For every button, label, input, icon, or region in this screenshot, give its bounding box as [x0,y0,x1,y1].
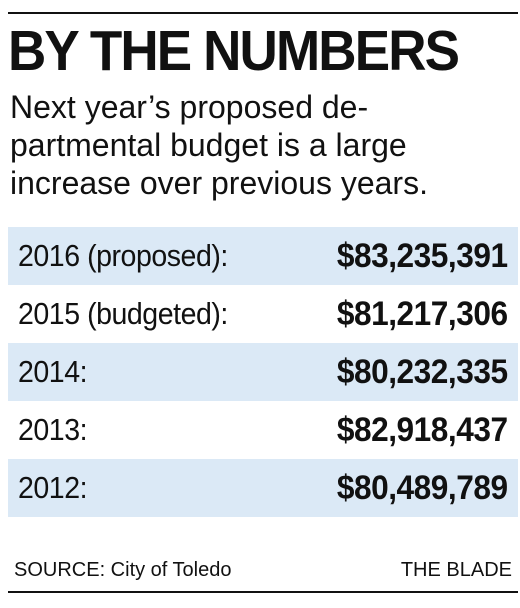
table-row-2014: 2014: $80,232,335 [8,343,518,401]
table-row-2013: 2013: $82,918,437 [8,401,518,459]
publication-credit: THE BLADE [400,559,512,581]
row-label: 2013: [18,412,88,447]
budget-table: 2016 (proposed): $83,235,391 2015 (budge… [8,227,518,517]
table-row-2015: 2015 (budgeted): $81,217,306 [8,285,518,343]
row-label: 2016 (proposed): [18,238,228,273]
subtitle: Next year’s proposed de- partmental budg… [10,89,428,201]
row-value: $80,489,789 [337,468,508,507]
row-value: $81,217,306 [337,294,508,333]
row-label: 2012: [18,470,88,505]
top-rule [8,12,518,14]
table-row-2016: 2016 (proposed): $83,235,391 [8,227,518,285]
headline: BY THE NUMBERS [8,19,460,83]
row-label: 2015 (budgeted): [18,296,228,331]
row-value: $82,918,437 [337,410,508,449]
table-row-2012: 2012: $80,489,789 [8,459,518,517]
row-value: $83,235,391 [337,236,508,275]
row-value: $80,232,335 [337,352,508,391]
source-credit: SOURCE: City of Toledo [14,559,232,581]
footer: SOURCE: City of Toledo THE BLADE [8,557,518,585]
row-label: 2014: [18,354,88,389]
bottom-rule [8,591,518,593]
